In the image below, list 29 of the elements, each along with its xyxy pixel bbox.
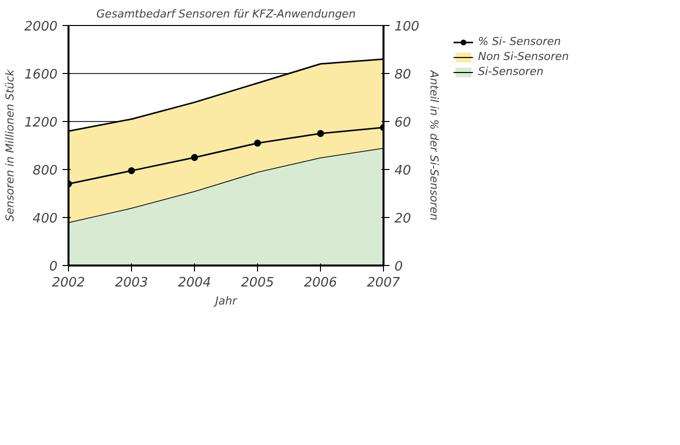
- point: [317, 130, 324, 137]
- y-tick-label: 400: [32, 212, 58, 226]
- y2-tick-label: 40: [394, 164, 412, 178]
- chart-title: Gesamtbedarf Sensoren für KFZ-Anwendungen: [96, 8, 356, 20]
- y-tick-label: 1600: [24, 68, 58, 82]
- y2-tick-label: 60: [394, 116, 412, 130]
- x-axis-title: Jahr: [213, 294, 238, 308]
- point: [128, 167, 135, 174]
- x-tick-label: 2005: [240, 276, 274, 290]
- x-tick-label: 2006: [304, 276, 338, 290]
- y2-tick-label: 100: [394, 20, 420, 34]
- y2-axis-title: Anteil in % der Si-Sensoren: [427, 70, 440, 220]
- x-tick-label: 2002: [52, 276, 86, 290]
- y2-tick-label: 20: [394, 212, 412, 226]
- legend-label: Non Si-Sensoren: [478, 50, 569, 63]
- x-tick-label: 2007: [366, 276, 401, 290]
- x-tick-label: 2004: [178, 276, 212, 290]
- y-tick-label: 2000: [24, 20, 58, 34]
- y-axis-title: Sensoren in Millionen Stück: [3, 68, 16, 222]
- y-tick-label: 0: [49, 260, 58, 274]
- point: [254, 140, 261, 147]
- y2-tick-label: 80: [394, 68, 412, 82]
- y2-tick-label: 0: [394, 260, 403, 274]
- y-tick-label: 800: [32, 164, 58, 178]
- y-tick-label: 1200: [24, 116, 58, 130]
- point: [191, 154, 198, 161]
- legend-label: Si-Sensoren: [478, 65, 544, 78]
- legend-label: % Si- Sensoren: [478, 35, 561, 48]
- x-tick-label: 2003: [114, 276, 148, 290]
